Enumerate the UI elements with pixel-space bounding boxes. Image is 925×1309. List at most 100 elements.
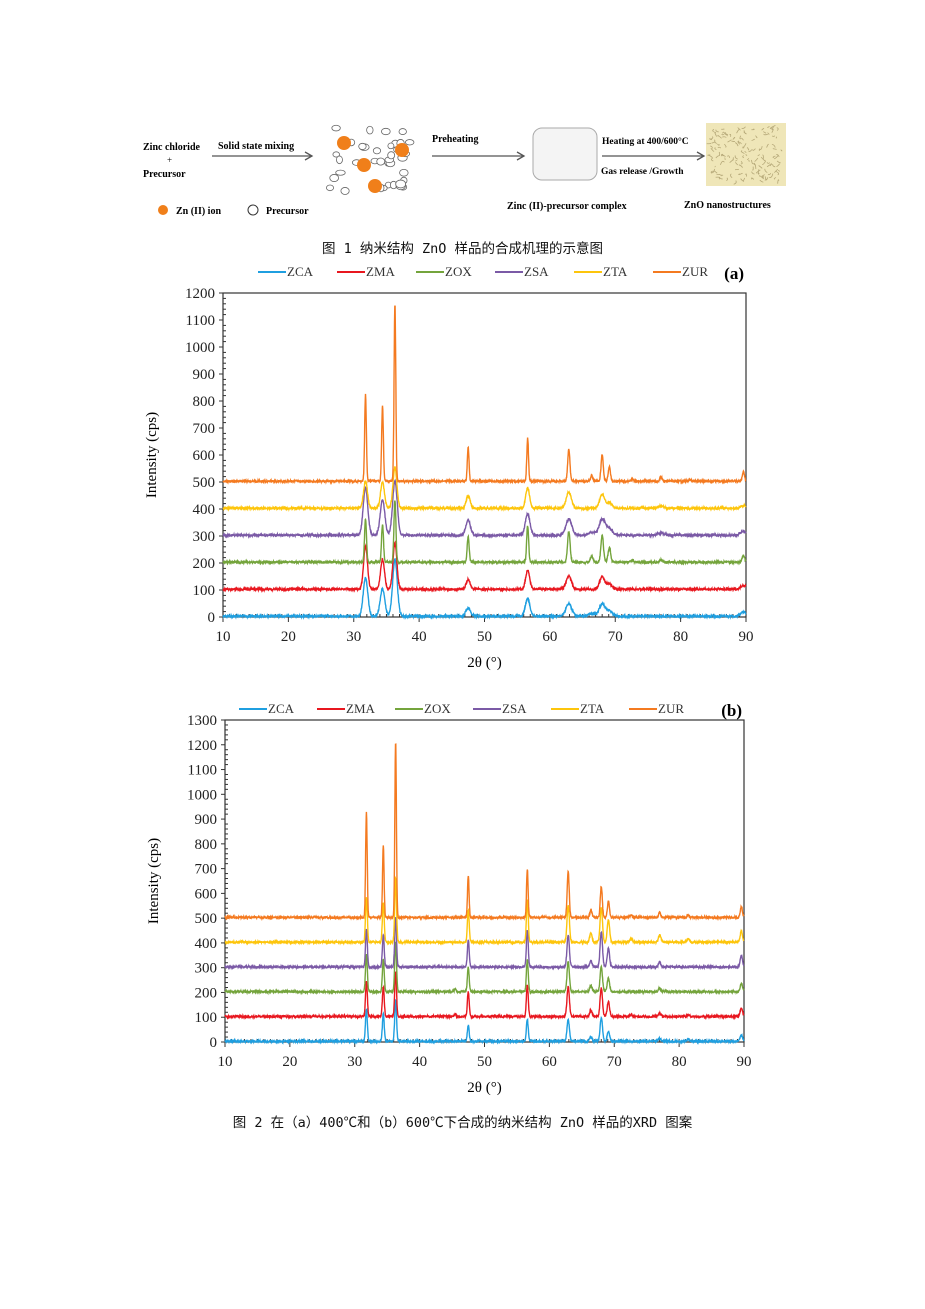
nanostructure-strand [742,155,745,159]
precursor-particle [366,125,374,135]
nanostructure-strand [744,151,747,153]
nanostructure-strand [774,168,779,173]
nanostructure-strand [720,153,723,157]
legend-label-zsa: ZSA [502,701,527,716]
nanostructure-strand [717,143,720,146]
series-line-zma [224,970,745,1021]
series-line-zox [222,500,747,566]
nanostructure-strand [726,155,731,158]
precursor-particle [331,124,341,132]
x-axis-label: 2θ (°) [467,655,501,671]
nanostructure-strand [762,154,764,159]
nanostructure-strand [758,165,763,169]
input-label-zinc-chloride: Zinc chloride [143,142,201,153]
nanostructure-strand [720,160,725,166]
precursor-particle [340,187,350,195]
precursor-particle [372,147,382,155]
nanostructure-strand [718,177,723,180]
nanostructure-strand [712,129,715,133]
nanostructure-strand [741,137,744,141]
x-tick-label: 90 [737,1054,752,1070]
y-tick-label: 1100 [188,763,217,779]
figure-2-caption: 图 2 在（a）400℃和（b）600℃下合成的纳米结构 ZnO 样品的XRD … [232,1115,693,1131]
nanostructure-strand [761,128,765,131]
series-line-zur [224,743,745,922]
nanostructure-strand [724,132,728,137]
nanostructure-strand [772,148,777,150]
nanostructure-strand [736,129,740,134]
nanostructure-strand [741,126,746,129]
series-line-zta [222,466,747,513]
nanostructure-strand [776,127,779,131]
nanostructure-strand [735,160,738,162]
x-tick-label: 60 [542,1054,557,1070]
zn-ion-particle [357,158,371,172]
nanostructure-strand [745,173,747,177]
nanostructure-strand [709,138,713,141]
y-tick-label: 300 [195,961,218,977]
nanostructure-strand [759,146,763,150]
nanostructure-strand [776,160,781,164]
nanostructure-strand [739,135,742,140]
zn-ion-particle [337,136,351,150]
x-tick-label: 20 [281,629,296,645]
nanostructure-strand [730,173,733,178]
nanostructure-strand [760,156,766,162]
nanostructure-strand [764,168,768,173]
precursor-particle [326,184,334,192]
nanostructure-strand [727,139,732,143]
precursor-particle [332,151,340,158]
panel-label: (b) [721,701,742,720]
nanostructure-strand [773,155,779,160]
precursor-particle [376,157,386,166]
precursor-particle [398,128,407,135]
nanostructure-strand [770,163,773,166]
step-gas-release: Gas release /Growth [601,167,684,177]
nanostructure-strand [767,132,770,135]
nanostructure-strand [710,145,713,149]
nanostructure-strand [735,162,739,166]
product-label: ZnO nanostructures [684,200,771,211]
x-tick-label: 70 [607,1054,622,1070]
series-line-zca [224,998,745,1045]
nanostructure-strand [753,163,757,169]
nanostructure-texture [706,125,783,185]
legend-label-zma: ZMA [366,264,396,279]
nanostructure-strand [729,134,732,137]
nanostructure-strand [761,160,767,166]
precursor-particle [358,142,367,150]
nanostructure-strand [724,133,729,136]
nanostructure-strand [726,177,728,182]
y-tick-label: 300 [193,529,216,545]
nanostructure-strand [771,143,776,148]
x-tick-label: 60 [542,629,557,645]
nanostructure-strand [747,158,750,161]
nanostructure-strand [722,154,726,157]
plot-frame [222,292,747,618]
y-tick-label: 100 [195,1010,218,1026]
mixture-particles [326,124,415,195]
series-line-zox [224,941,745,996]
nanostructure-strand [766,162,771,164]
x-tick-label: 40 [412,629,427,645]
precursor-particle [387,151,396,160]
x-tick-label: 50 [477,629,492,645]
nanostructure-strand [711,139,716,144]
nanostructure-strand [740,178,745,182]
nanostructure-strand [760,176,765,180]
nanostructure-strand [740,150,745,154]
plot-frame [224,719,745,1043]
nanostructure-strand [720,174,724,177]
y-tick-label: 500 [193,475,216,491]
y-tick-label: 1300 [187,713,217,729]
nanostructure-strand [767,173,772,176]
y-tick-label: 600 [195,886,218,902]
y-tick-label: 200 [193,556,216,572]
nanostructure-strand [758,148,761,151]
nanostructure-strand [777,169,780,172]
x-tick-label: 50 [477,1054,492,1070]
zn-ion-particle [395,143,409,157]
nanostructure-strand [766,164,772,168]
legend-precursor: Precursor [266,206,309,217]
x-axis-label: 2θ (°) [467,1080,501,1096]
